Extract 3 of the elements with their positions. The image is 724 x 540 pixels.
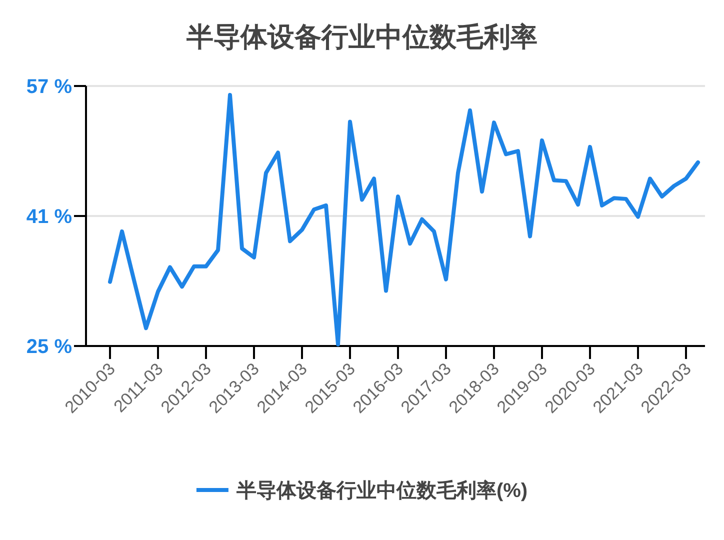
legend: 半导体设备行业中位数毛利率(%)	[196, 480, 528, 502]
legend-label: 半导体设备行业中位数毛利率(%)	[235, 479, 528, 502]
title: 半导体设备行业中位数毛利率	[186, 22, 538, 52]
